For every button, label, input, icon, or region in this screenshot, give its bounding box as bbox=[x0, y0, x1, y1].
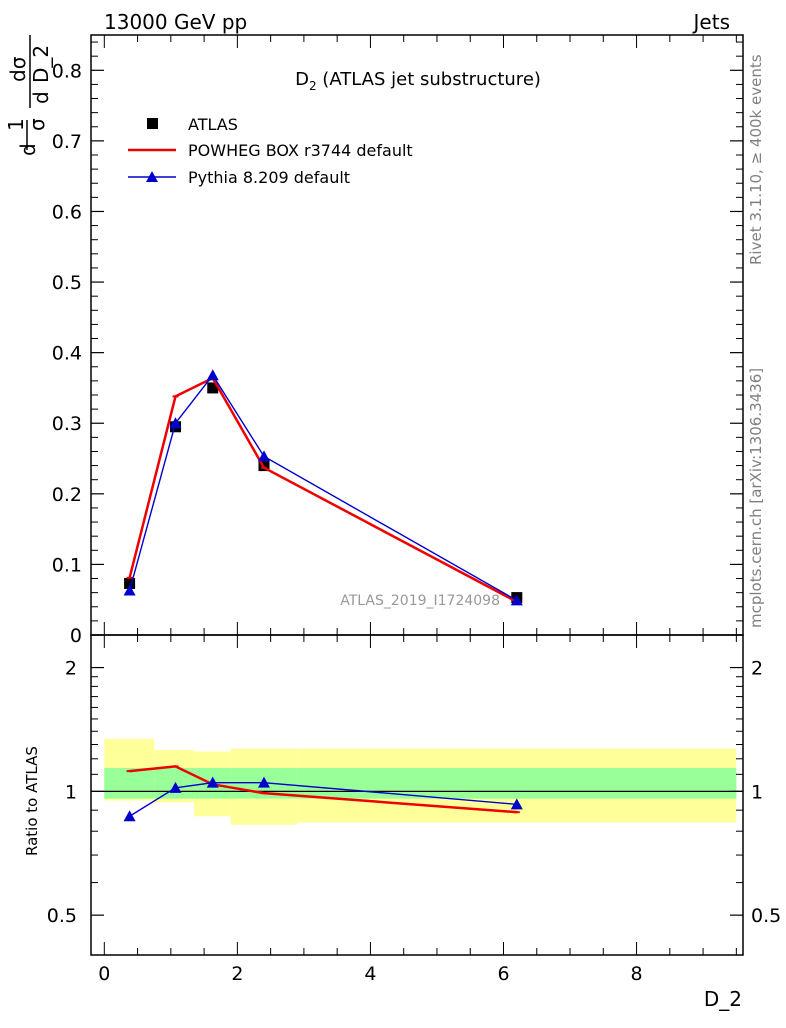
title-rest: (ATLAS jet substructure) bbox=[317, 69, 541, 90]
ratio-pythia-point bbox=[169, 781, 182, 793]
title-subscript: 2 bbox=[309, 79, 317, 93]
ratio-xtick-label: 0 bbox=[98, 963, 110, 985]
pythia-data-point bbox=[169, 417, 182, 429]
main-ytick-label: 0.2 bbox=[52, 484, 82, 506]
rivet-version-label: Rivet 3.1.10, ≥ 400k events bbox=[747, 54, 765, 265]
main-ytick-label: 0.5 bbox=[52, 272, 82, 294]
atlas-data-point bbox=[124, 577, 136, 589]
main-ytick-label: 0.1 bbox=[52, 554, 82, 576]
main-series-layer bbox=[123, 369, 523, 606]
ratio-ytick-label-left: 2 bbox=[65, 658, 77, 680]
ratio-inner-band bbox=[297, 767, 737, 799]
pythia-data-point bbox=[510, 594, 523, 606]
main-series-line-2 bbox=[128, 374, 518, 602]
ratio-series-layer bbox=[123, 765, 523, 822]
ratio-pythia-point bbox=[123, 810, 136, 822]
ratio-bands-layer bbox=[91, 739, 743, 825]
ylabel-one: 1 bbox=[4, 118, 28, 131]
ratio-xtick-label: 2 bbox=[231, 963, 243, 985]
legend-powheg-label: POWHEG BOX r3744 default bbox=[188, 141, 413, 160]
legend-atlas-label: ATLAS bbox=[188, 115, 238, 134]
ratio-ytick-label-right: 0.5 bbox=[751, 905, 781, 927]
title-main: D bbox=[295, 69, 309, 90]
mcplots-reference-label: mcplots.cern.ch [arXiv:1306.3436] bbox=[747, 368, 765, 628]
ylabel-sigma: σ bbox=[25, 118, 49, 131]
ratio-inner-band bbox=[104, 767, 155, 799]
main-ytick-label: 0.3 bbox=[52, 413, 82, 435]
main-ytick-label: 0.7 bbox=[52, 131, 82, 153]
atlas-data-point bbox=[207, 382, 219, 394]
legend-pythia-marker bbox=[146, 171, 158, 182]
pythia-data-point bbox=[123, 584, 136, 596]
legend-atlas-marker bbox=[147, 118, 158, 129]
ratio-xtick-label: 4 bbox=[364, 963, 376, 985]
main-ytick-label: 0 bbox=[70, 625, 82, 647]
ratio-pythia-point bbox=[206, 776, 219, 788]
header-jets-label: Jets bbox=[692, 10, 730, 34]
ylabel-dsigma: dσ bbox=[6, 56, 30, 82]
main-ylabel: d 1 σ dσ d D_2 bbox=[4, 35, 53, 156]
ratio-ytick-label-right: 1 bbox=[751, 781, 763, 803]
legend: ATLAS POWHEG BOX r3744 default Pythia 8.… bbox=[128, 115, 413, 187]
ratio-ytick-label-left: 0.5 bbox=[47, 905, 77, 927]
pythia-data-point bbox=[206, 369, 219, 381]
main-panel: 0 0.1 0.2 0.3 0.4 0.5 0.6 0.7 0.8 D2 (ATLAS jet … bbox=[4, 34, 744, 647]
ratio-xtick-label: 8 bbox=[631, 963, 643, 985]
main-axis-ticks: 0 0.1 0.2 0.3 0.4 0.5 0.6 0.7 0.8 bbox=[52, 35, 743, 647]
ratio-frame bbox=[90, 634, 744, 956]
ratio-axis-ticks: 0.5 0.5 1 1 2 2 0 2 4 6 8 bbox=[47, 635, 781, 985]
main-ytick-label: 0.8 bbox=[52, 60, 82, 82]
main-ytick-label: 0.6 bbox=[52, 201, 82, 223]
ratio-ytick-label-right: 2 bbox=[751, 658, 763, 680]
ylabel-variable: D_2 bbox=[29, 45, 53, 83]
ratio-xtick-label: 6 bbox=[497, 963, 509, 985]
ratio-pythia-point bbox=[510, 798, 523, 810]
main-title: D2 (ATLAS jet substructure) bbox=[295, 69, 541, 93]
legend-pythia-label: Pythia 8.209 default bbox=[188, 168, 350, 187]
header-energy-label: 13000 GeV pp bbox=[104, 10, 247, 34]
ratio-panel: 0.5 0.5 1 1 2 2 0 2 4 6 8 Ratio to ATLAS D_2 bbox=[23, 634, 781, 1011]
ratio-ytick-label-left: 1 bbox=[65, 781, 77, 803]
ylabel-d-denominator: d bbox=[29, 91, 53, 104]
ylabel-d-numerator-1: d bbox=[16, 143, 40, 156]
ratio-ylabel: Ratio to ATLAS bbox=[23, 746, 41, 856]
main-ytick-label: 0.4 bbox=[52, 343, 82, 365]
analysis-watermark: ATLAS_2019_I1724098 bbox=[340, 593, 500, 609]
pythia-data-point bbox=[257, 450, 270, 462]
x-axis-label: D_2 bbox=[704, 987, 742, 1011]
ratio-pythia-point bbox=[257, 776, 270, 788]
